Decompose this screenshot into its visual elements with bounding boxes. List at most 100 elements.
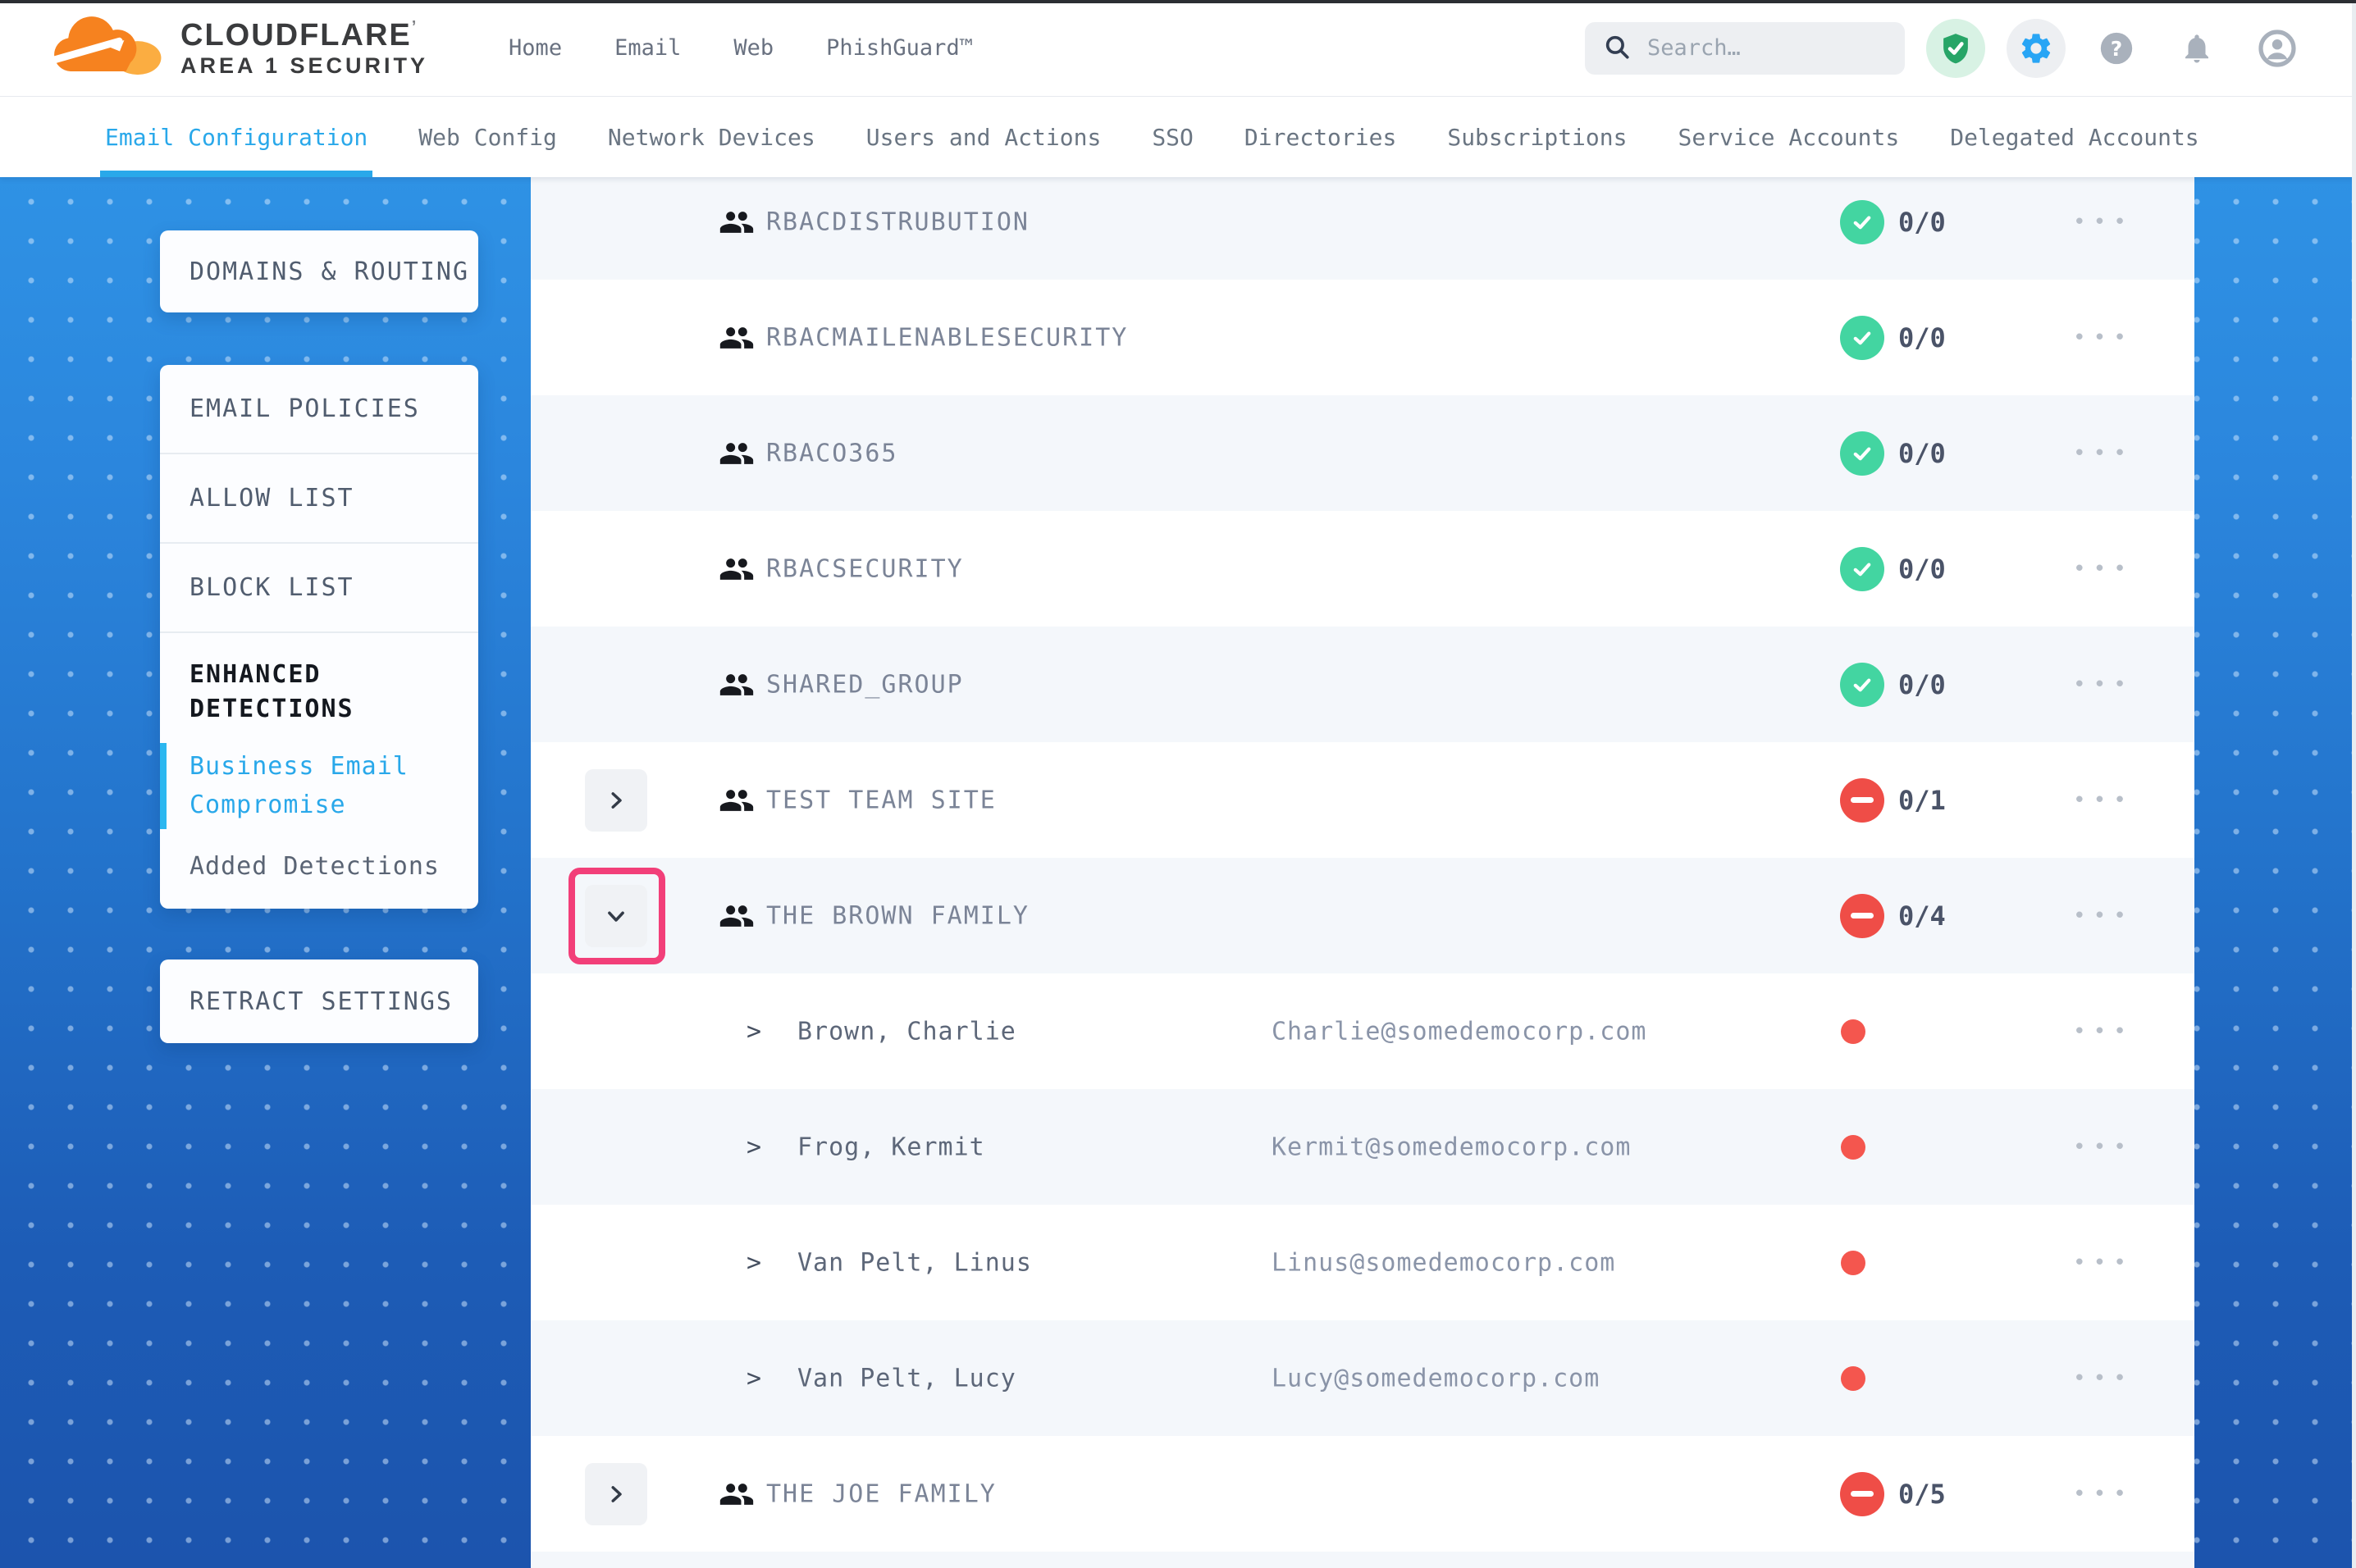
expand-button[interactable] — [585, 1462, 647, 1525]
tab-network-devices[interactable]: Network Devices — [607, 123, 815, 151]
member-count: 0/0 — [1898, 437, 1946, 469]
status-badge-blocked — [1840, 893, 1884, 938]
nav-phishguard[interactable]: PhishGuard™ — [826, 35, 973, 61]
group-people-icon — [719, 782, 755, 818]
group-name: RBACMAILENABLESECURITY — [766, 323, 1129, 352]
status-badge-ok — [1840, 431, 1884, 476]
status-badge-blocked — [1840, 1471, 1884, 1516]
tab-service-accounts[interactable]: Service Accounts — [1678, 123, 1900, 151]
bell-icon — [2185, 34, 2208, 62]
member-count: 0/0 — [1898, 553, 1946, 585]
chevron-right-icon — [611, 1485, 622, 1502]
sidebar-item-allow-list[interactable]: ALLOW LIST — [160, 453, 478, 542]
group-people-icon — [719, 551, 755, 587]
check-icon — [1853, 446, 1871, 460]
annotation-highlight-box — [568, 867, 665, 964]
secondary-nav: Email Configuration Web Config Network D… — [0, 97, 2356, 177]
more-actions-button[interactable]: ••• — [2073, 1134, 2134, 1160]
chevron-right-icon[interactable]: > — [747, 1133, 762, 1161]
logo-trademark: ’ — [411, 18, 418, 37]
collapse-button[interactable] — [585, 884, 647, 947]
primary-nav: Home Email Web PhishGuard™ — [509, 35, 973, 61]
groups-list-panel: RBACDISTRUBUTION 0/0 ••• RBACMAILENABLES… — [531, 177, 2194, 1568]
group-people-icon — [719, 435, 755, 472]
sidebar-item-email-policies[interactable]: EMAIL POLICIES — [189, 394, 420, 423]
minus-icon — [1851, 913, 1874, 918]
sidebar-item-block-list[interactable]: BLOCK LIST — [160, 542, 478, 631]
header-actions: ? — [1585, 18, 2307, 78]
member-row: > Brown, Charlie Charlie@somedemocorp.co… — [531, 973, 2194, 1089]
more-actions-button[interactable]: ••• — [2073, 1019, 2134, 1044]
more-actions-button[interactable]: ••• — [2073, 209, 2134, 235]
tab-subscriptions[interactable]: Subscriptions — [1447, 123, 1628, 151]
shield-check-icon — [1943, 33, 1968, 63]
status-badge-ok — [1840, 546, 1884, 591]
check-icon — [1853, 562, 1871, 576]
more-actions-button[interactable]: ••• — [2073, 1250, 2134, 1275]
tab-sso[interactable]: SSO — [1152, 123, 1194, 151]
logo-title: CLOUDFLARE — [180, 18, 412, 53]
account-button[interactable] — [2248, 19, 2307, 78]
cloudflare-cloud-icon — [38, 15, 169, 82]
sidebar-item-added-detections[interactable]: Added Detections — [189, 852, 440, 881]
svg-text:?: ? — [2111, 37, 2122, 61]
tab-email-configuration[interactable]: Email Configuration — [99, 97, 373, 177]
group-people-icon — [719, 204, 755, 240]
more-actions-button[interactable]: ••• — [2073, 1365, 2134, 1391]
tab-delegated-accounts[interactable]: Delegated Accounts — [1950, 123, 2199, 151]
nav-home[interactable]: Home — [509, 35, 563, 61]
status-badge-ok — [1840, 199, 1884, 244]
notifications-button[interactable] — [2167, 19, 2226, 78]
group-name: TEST TEAM SITE — [766, 786, 997, 814]
member-email: Lucy@somedemocorp.com — [1272, 1364, 1600, 1393]
chevron-right-icon — [611, 791, 622, 809]
chevron-right-icon[interactable]: > — [747, 1017, 762, 1046]
sidebar-item-domains-routing[interactable]: DOMAINS & ROUTING — [160, 230, 478, 312]
search-box[interactable] — [1585, 21, 1905, 75]
cloudflare-logo[interactable]: CLOUDFLARE’ AREA 1 SECURITY — [38, 15, 428, 82]
gear-icon — [2021, 33, 2051, 63]
nav-email[interactable]: Email — [614, 35, 682, 61]
group-row: THE JOE FAMILY 0/5 ••• — [531, 1436, 2194, 1552]
help-button[interactable]: ? — [2087, 19, 2146, 78]
sidebar-item-retract-settings[interactable]: RETRACT SETTINGS — [160, 959, 478, 1043]
minus-icon — [1851, 797, 1874, 803]
status-dot-blocked — [1841, 1134, 1865, 1160]
group-name: RBACDISTRUBUTION — [766, 207, 1030, 236]
group-people-icon — [719, 898, 755, 934]
member-email: Charlie@somedemocorp.com — [1272, 1017, 1647, 1046]
tab-web-config[interactable]: Web Config — [418, 123, 557, 151]
tab-users-and-actions[interactable]: Users and Actions — [865, 123, 1102, 151]
more-actions-button[interactable]: ••• — [2073, 440, 2134, 466]
member-count: 0/4 — [1898, 900, 1946, 932]
more-actions-button[interactable]: ••• — [2073, 325, 2134, 350]
more-actions-button[interactable]: ••• — [2073, 787, 2134, 813]
group-row: RBACDISTRUBUTION 0/0 ••• — [531, 177, 2194, 280]
security-shield-button[interactable] — [1926, 18, 1985, 78]
next-row-partial — [531, 1552, 2194, 1568]
user-avatar-icon — [2258, 29, 2296, 67]
more-actions-button[interactable]: ••• — [2073, 1481, 2134, 1506]
more-actions-button[interactable]: ••• — [2073, 672, 2134, 697]
status-badge-blocked — [1840, 777, 1884, 823]
group-people-icon — [719, 320, 755, 356]
more-actions-button[interactable]: ••• — [2073, 556, 2134, 581]
chevron-right-icon[interactable]: > — [747, 1248, 762, 1277]
nav-web[interactable]: Web — [733, 35, 774, 61]
settings-gear-button[interactable] — [2007, 18, 2066, 78]
group-name: SHARED_GROUP — [766, 670, 964, 699]
more-actions-button[interactable]: ••• — [2073, 903, 2134, 928]
chevron-right-icon[interactable]: > — [747, 1364, 762, 1393]
scrollbar-track[interactable] — [2352, 0, 2356, 1568]
group-row: RBACSECURITY 0/0 ••• — [531, 511, 2194, 627]
member-count: 0/0 — [1898, 206, 1946, 238]
expand-button[interactable] — [585, 768, 647, 832]
tab-directories[interactable]: Directories — [1244, 123, 1397, 151]
search-input[interactable] — [1646, 34, 1887, 62]
group-row: THE BROWN FAMILY 0/4 ••• — [531, 858, 2194, 973]
sidebar-item-business-email-compromise[interactable]: Business Email Compromise — [160, 743, 449, 829]
member-email: Linus@somedemocorp.com — [1272, 1248, 1616, 1277]
group-row: RBACMAILENABLESECURITY 0/0 ••• — [531, 280, 2194, 395]
enhanced-detections-heading: ENHANCED DETECTIONS — [189, 660, 354, 723]
member-count: 0/0 — [1898, 668, 1946, 700]
